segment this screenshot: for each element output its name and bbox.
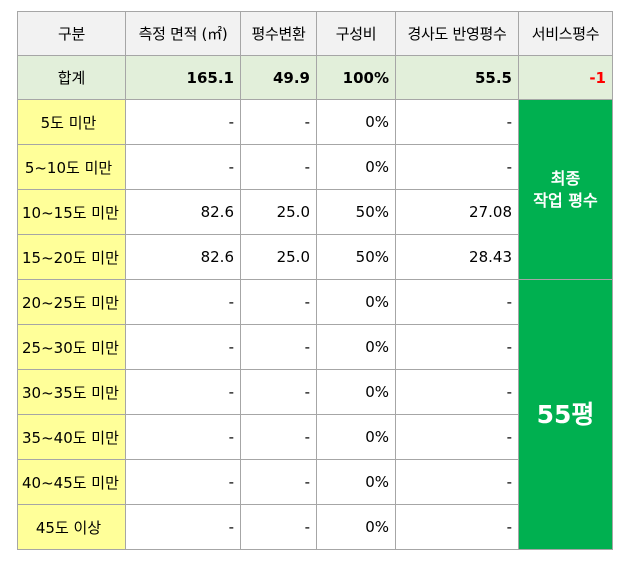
total-row: 합계 165.1 49.9 100% 55.5 -1 (17, 55, 613, 100)
row-ratio: 50% (316, 234, 396, 280)
row-label: 20~25도 미만 (17, 279, 126, 325)
row-slope-pyeong: - (395, 504, 519, 550)
row-slope-pyeong: 27.08 (395, 189, 519, 235)
row-pyeong: 25.0 (240, 234, 317, 280)
row-label: 10~15도 미만 (17, 189, 126, 235)
row-area: - (125, 144, 241, 190)
header-row: 구분 측정 면적 (㎡) 평수변환 구성비 경사도 반영평수 서비스평수 (17, 11, 613, 56)
total-area: 165.1 (125, 55, 241, 100)
row-area: - (125, 414, 241, 460)
total-ratio: 100% (316, 55, 396, 100)
row-area: - (125, 324, 241, 370)
row-area: 82.6 (125, 234, 241, 280)
total-pyeong: 49.9 (240, 55, 317, 100)
row-area: - (125, 369, 241, 415)
table-row: 35~40도 미만 - - 0% - (17, 414, 613, 460)
header-composition-ratio: 구성비 (316, 11, 396, 56)
header-pyeong-conversion: 평수변환 (240, 11, 317, 56)
header-service-pyeong: 서비스평수 (518, 11, 613, 56)
row-area: - (125, 279, 241, 325)
row-label: 45도 이상 (17, 504, 126, 550)
row-label: 5도 미만 (17, 99, 126, 145)
table-row: 40~45도 미만 - - 0% - (17, 459, 613, 505)
table-row: 5도 미만 - - 0% - 최종 작업 평수 (17, 99, 613, 280)
final-pyeong-value: 55평 (518, 279, 613, 550)
row-pyeong: - (240, 324, 317, 370)
row-ratio: 0% (316, 99, 396, 145)
row-slope-pyeong: - (395, 144, 519, 190)
final-work-pyeong-label: 최종 작업 평수 (518, 99, 613, 280)
row-pyeong: - (240, 369, 317, 415)
final-label-line1: 최종 (550, 168, 581, 188)
row-label: 15~20도 미만 (17, 234, 126, 280)
row-pyeong: - (240, 414, 317, 460)
total-service-pyeong: -1 (518, 55, 613, 100)
table-row: 45도 이상 - - 0% - (17, 504, 613, 550)
row-label: 5~10도 미만 (17, 144, 126, 190)
row-ratio: 0% (316, 414, 396, 460)
table-row: 25~30도 미만 - - 0% - (17, 324, 613, 370)
row-ratio: 0% (316, 504, 396, 550)
row-area: - (125, 99, 241, 145)
row-ratio: 0% (316, 324, 396, 370)
row-slope-pyeong: - (395, 369, 519, 415)
row-slope-pyeong: - (395, 459, 519, 505)
total-slope-pyeong: 55.5 (395, 55, 519, 100)
row-slope-pyeong: - (395, 324, 519, 370)
row-area: 82.6 (125, 189, 241, 235)
row-label: 40~45도 미만 (17, 459, 126, 505)
row-ratio: 0% (316, 369, 396, 415)
row-pyeong: - (240, 279, 317, 325)
row-ratio: 50% (316, 189, 396, 235)
row-area: - (125, 504, 241, 550)
table-row: 20~25도 미만 - - 0% - 55평 (17, 279, 613, 550)
row-pyeong: 25.0 (240, 189, 317, 235)
row-label: 25~30도 미만 (17, 324, 126, 370)
row-area: - (125, 459, 241, 505)
row-slope-pyeong: - (395, 99, 519, 145)
row-slope-pyeong: - (395, 279, 519, 325)
header-measured-area: 측정 면적 (㎡) (125, 11, 241, 56)
row-slope-pyeong: - (395, 414, 519, 460)
header-category: 구분 (17, 11, 126, 56)
row-pyeong: - (240, 99, 317, 145)
row-pyeong: - (240, 459, 317, 505)
table-row: 5~10도 미만 - - 0% - (17, 144, 613, 190)
row-ratio: 0% (316, 279, 396, 325)
row-ratio: 0% (316, 144, 396, 190)
table-row: 15~20도 미만 82.6 25.0 50% 28.43 (17, 234, 613, 280)
final-label-line2: 작업 평수 (533, 190, 598, 210)
slope-area-table: 구분 측정 면적 (㎡) 평수변환 구성비 경사도 반영평수 서비스평수 합계 … (17, 11, 613, 550)
row-label: 30~35도 미만 (17, 369, 126, 415)
row-slope-pyeong: 28.43 (395, 234, 519, 280)
row-ratio: 0% (316, 459, 396, 505)
header-slope-adjusted-pyeong: 경사도 반영평수 (395, 11, 519, 56)
row-pyeong: - (240, 504, 317, 550)
row-pyeong: - (240, 144, 317, 190)
row-label: 35~40도 미만 (17, 414, 126, 460)
total-label: 합계 (17, 55, 126, 100)
